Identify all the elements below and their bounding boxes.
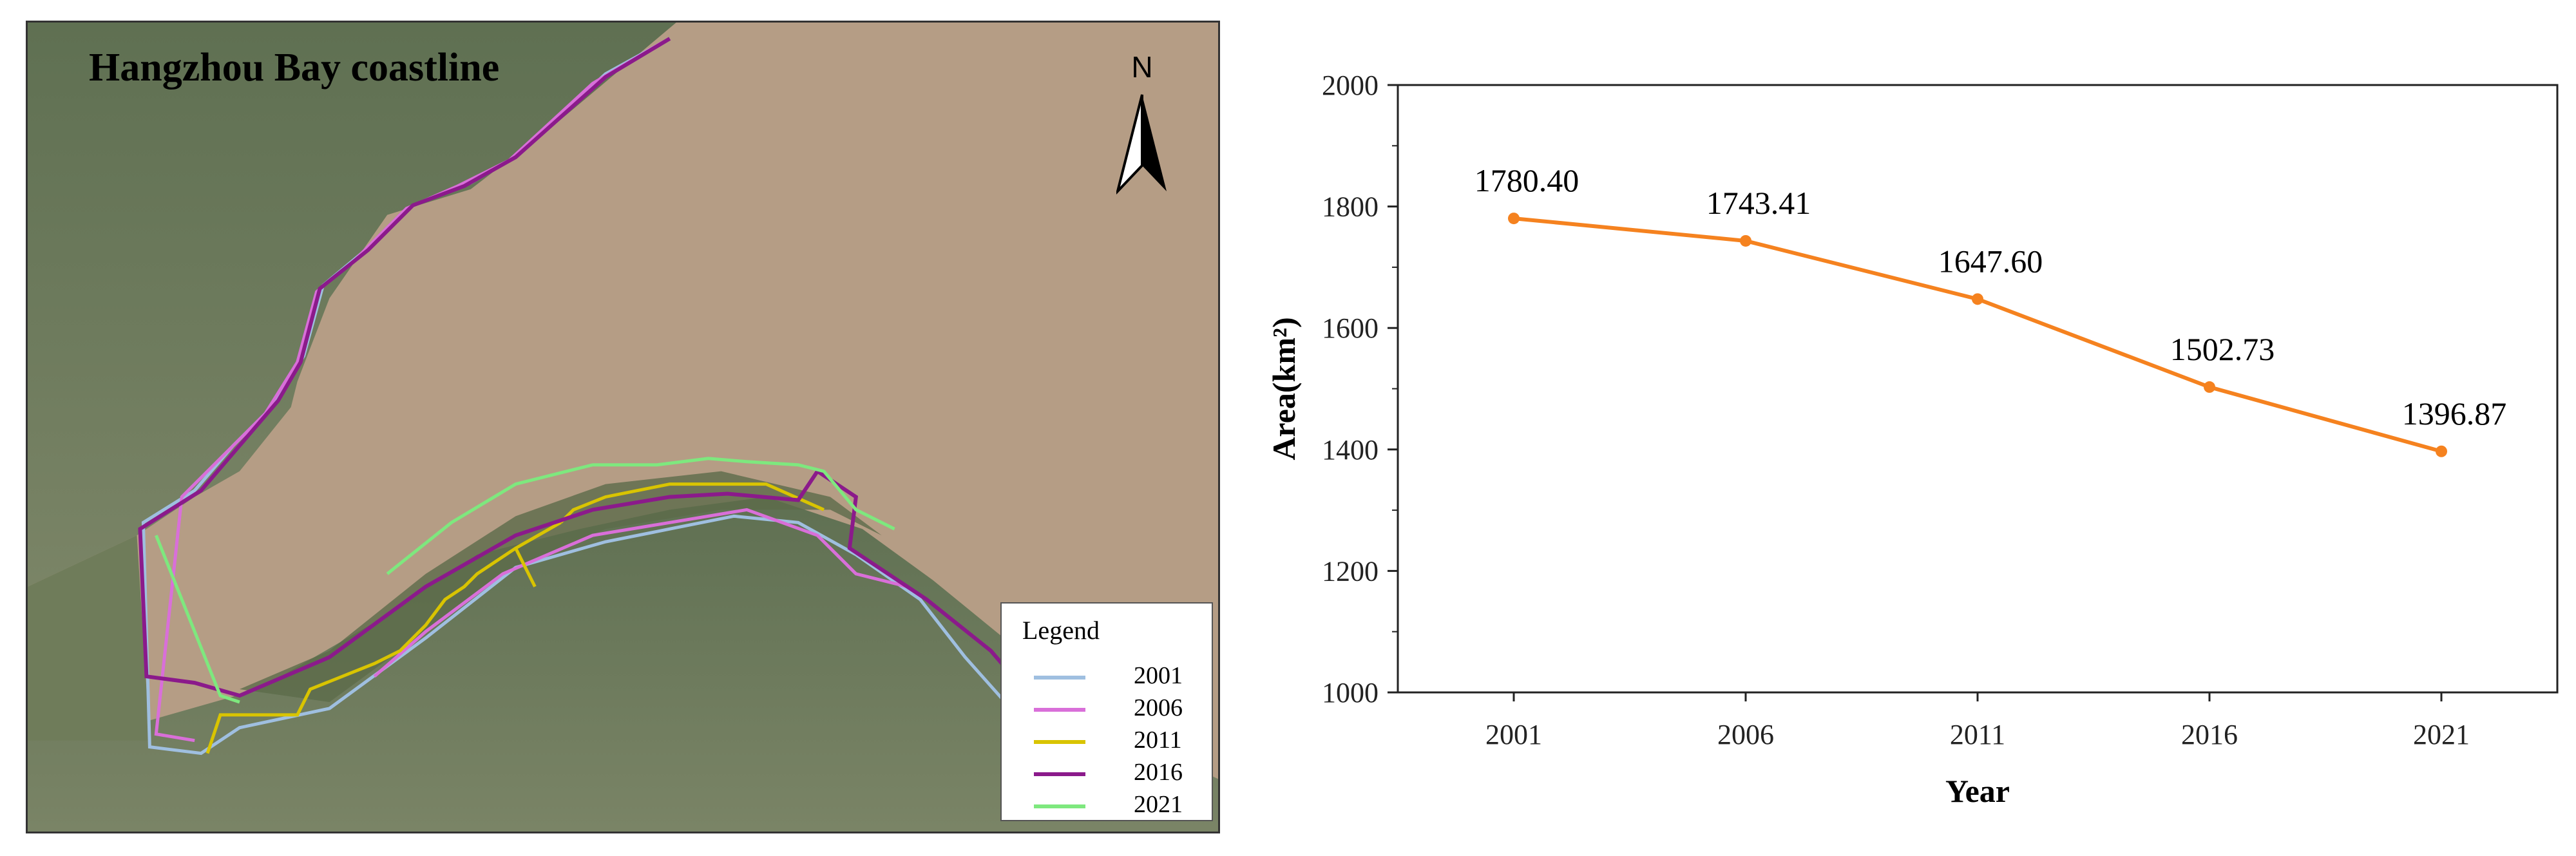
- chart-svg: 1000 1200 1400 1600 1800 2000 2001 2006 2011 2016…: [1266, 70, 2559, 809]
- legend-item-2016: 2016: [1034, 758, 1208, 789]
- coastline-2011: [205, 482, 825, 754]
- data-label: 1743.41: [1706, 185, 1811, 221]
- map-image: [28, 23, 1218, 832]
- north-shore-land: [28, 23, 676, 587]
- data-point: [1972, 293, 1983, 305]
- x-tick-label: 2011: [1950, 719, 2005, 750]
- x-tick-label: 2021: [2413, 719, 2470, 750]
- x-tick-label: 2016: [2181, 719, 2238, 750]
- area-line-chart: 1000 1200 1400 1600 1800 2000 2001 2006 2011 2016…: [1250, 13, 2564, 844]
- legend-year-2011: 2011: [1134, 727, 1182, 754]
- reclaimed-belt: [239, 471, 882, 702]
- north-arrow-icon: [1116, 94, 1167, 195]
- y-tick-label: 1000: [1322, 677, 1379, 709]
- legend-year-2016: 2016: [1134, 759, 1183, 786]
- data-point: [1740, 234, 1751, 247]
- north-arrow-label: N: [1131, 50, 1153, 84]
- legend-swatch-2001: [1034, 676, 1085, 680]
- legend-swatch-2021: [1034, 804, 1085, 808]
- legend-year-2021: 2021: [1134, 791, 1183, 818]
- legend-year-2001: 2001: [1134, 662, 1183, 689]
- data-label: 1647.60: [1938, 243, 2043, 279]
- map-legend: Legend 2001 2006 2011 2016 2021: [1000, 602, 1213, 821]
- data-label: 1780.40: [1474, 162, 1579, 198]
- x-tick-label: 2001: [1485, 719, 1542, 750]
- y-tick-label: 2000: [1322, 70, 1379, 101]
- data-point: [2204, 381, 2215, 393]
- map-title: Hangzhou Bay coastline: [89, 46, 500, 90]
- west-land: [28, 535, 150, 741]
- y-tick-label: 1400: [1322, 434, 1379, 466]
- legend-title: Legend: [1022, 616, 1100, 645]
- coastline-map: Hangzhou Bay coastline N Legend 2001 200…: [26, 21, 1220, 833]
- legend-item-2011: 2011: [1034, 726, 1208, 757]
- data-point: [1508, 213, 1520, 225]
- y-tick-label: 1600: [1322, 312, 1379, 344]
- legend-item-2001: 2001: [1034, 661, 1208, 692]
- coastline-2021: [155, 457, 895, 704]
- data-point: [2436, 445, 2447, 457]
- legend-swatch-2016: [1034, 772, 1085, 776]
- x-tick-label: 2006: [1717, 719, 1774, 750]
- legend-swatch-2006: [1034, 708, 1085, 712]
- legend-item-2021: 2021: [1034, 790, 1208, 821]
- north-arrow: N: [1116, 50, 1194, 198]
- legend-swatch-2011: [1034, 740, 1085, 744]
- legend-year-2006: 2006: [1134, 694, 1183, 721]
- south-shore-land: [28, 497, 1218, 832]
- y-axis-title: Area(km²): [1266, 317, 1302, 460]
- legend-item-2006: 2006: [1034, 694, 1208, 725]
- data-label: 1502.73: [2170, 331, 2275, 367]
- x-axis-title: Year: [1945, 773, 2010, 809]
- data-label: 1396.87: [2402, 395, 2507, 432]
- y-tick-label: 1800: [1322, 191, 1379, 223]
- y-tick-label: 1200: [1322, 555, 1379, 587]
